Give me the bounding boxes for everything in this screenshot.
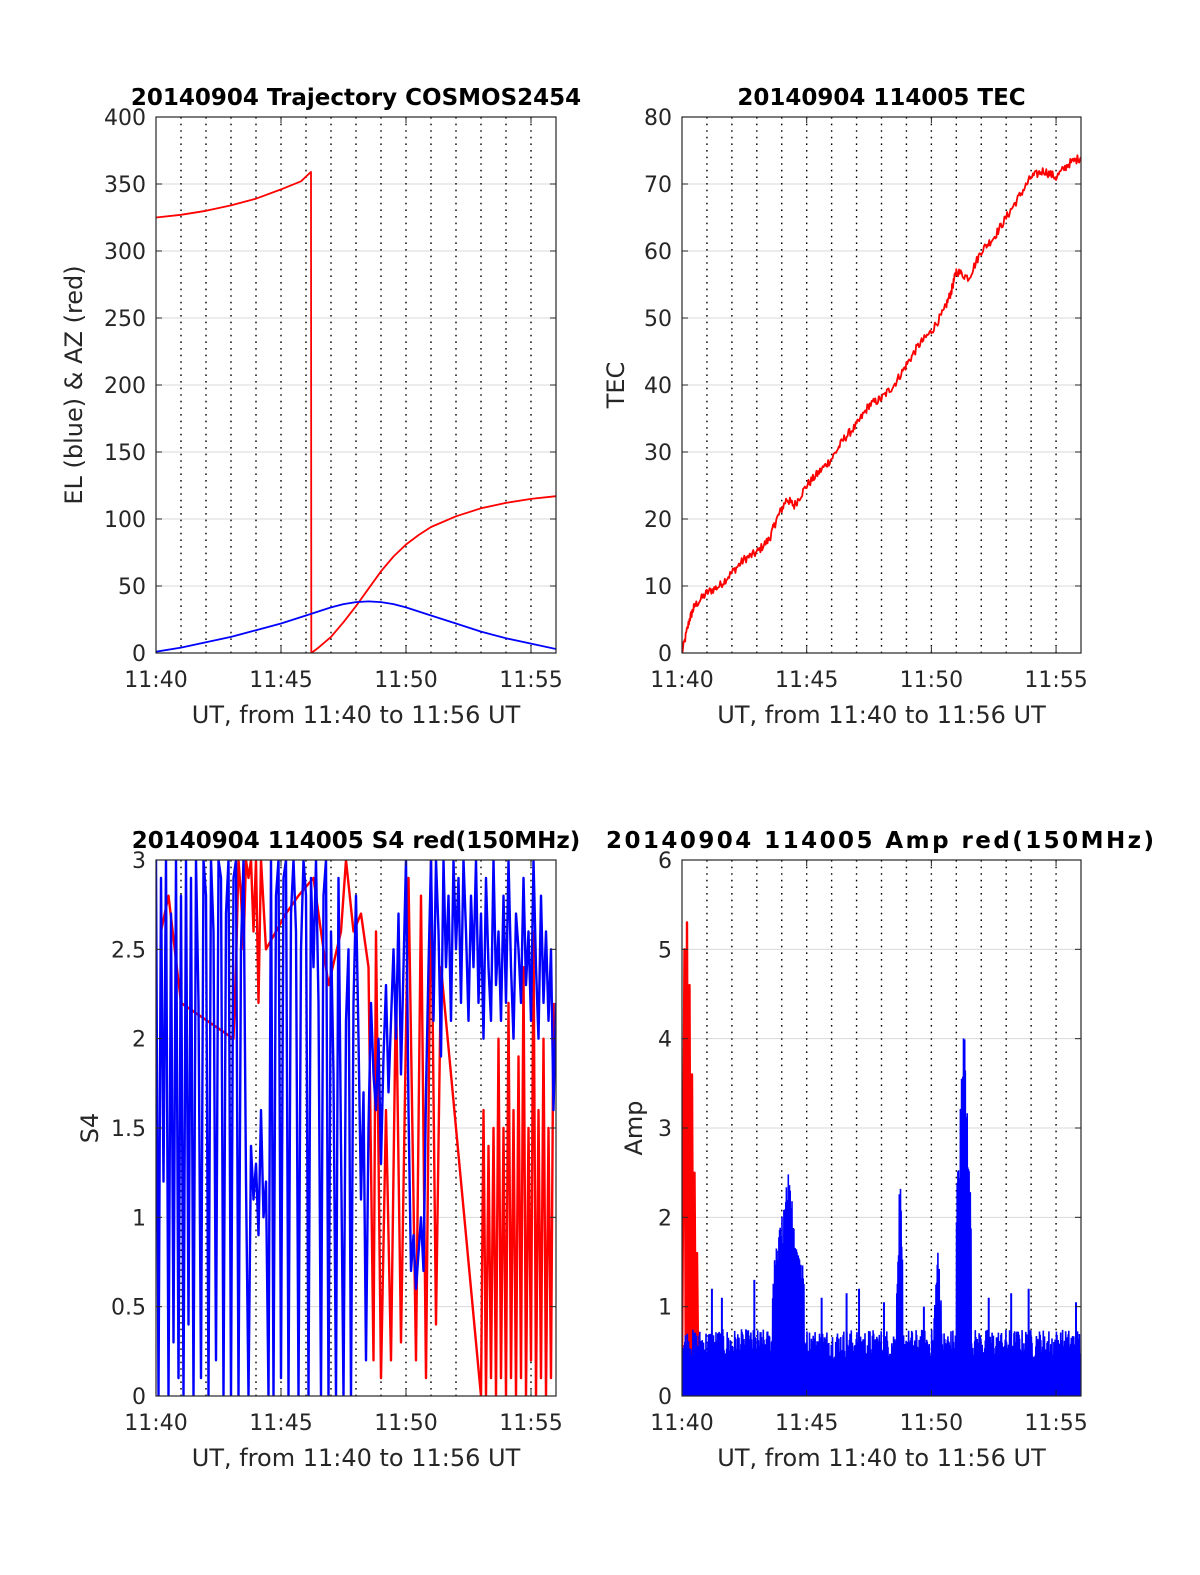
chart-title: 20140904 Trajectory COSMOS2454 — [131, 85, 581, 111]
x-axis-label: UT, from 11:40 to 11:56 UT — [717, 1444, 1046, 1472]
y-axis-label: TEC — [602, 362, 630, 410]
y-tick-label: 4 — [658, 1028, 672, 1053]
y-tick-label: 60 — [644, 240, 672, 265]
x-tick-label: 11:45 — [249, 668, 312, 693]
x-tick-label: 11:55 — [499, 1411, 562, 1436]
series-el — [156, 600, 556, 653]
y-tick-label: 80 — [644, 106, 672, 131]
x-tick-label: 11:45 — [775, 668, 838, 693]
y-axis-label: EL (blue) & AZ (red) — [60, 265, 88, 504]
y-tick-label: 6 — [658, 849, 672, 874]
series-az — [156, 170, 556, 653]
y-tick-label: 40 — [644, 374, 672, 399]
x-tick-label: 11:40 — [650, 668, 713, 693]
x-axis-label: UT, from 11:40 to 11:56 UT — [192, 701, 521, 729]
x-tick-label: 11:50 — [374, 668, 437, 693]
x-tick-label: 11:55 — [1024, 1411, 1087, 1436]
chart-s4: 0 0.5 1 1.5 2 2.5 3 11:40 11:45 11:50 11:55 UT, fro… — [76, 828, 580, 1472]
y-tick-label: 350 — [104, 173, 146, 198]
x-tick-label: 11:55 — [499, 668, 562, 693]
x-tick-label: 11:45 — [775, 1411, 838, 1436]
chart-title: 20140904 114005 Amp red(150MHz) — [606, 828, 1154, 854]
y-tick-label: 1.5 — [111, 1117, 146, 1142]
x-tick-label: 11:50 — [374, 1411, 437, 1436]
chart-title: 20140904 114005 S4 red(150MHz) — [132, 828, 581, 854]
y-tick-label: 5 — [658, 938, 672, 963]
y-tick-label: 0 — [132, 1385, 146, 1410]
series-group — [682, 154, 1081, 653]
chart-title: 20140904 114005 TEC — [737, 85, 1025, 111]
y-tick-label: 0.5 — [111, 1296, 146, 1321]
y-tick-label: 30 — [644, 441, 672, 466]
y-tick-label: 200 — [104, 374, 146, 399]
series-amp-blue-noise — [682, 1038, 1081, 1396]
y-tick-label: 100 — [104, 508, 146, 533]
x-tick-label: 11:50 — [900, 1411, 963, 1436]
x-tick-label: 11:45 — [249, 1411, 312, 1436]
x-tick-label: 11:40 — [650, 1411, 713, 1436]
x-tick-label: 11:50 — [900, 668, 963, 693]
y-tick-label: 1 — [132, 1206, 146, 1231]
y-tick-label: 400 — [104, 106, 146, 131]
series-group — [156, 860, 556, 1396]
chart-tec: 0 10 20 30 40 50 60 70 80 11:40 11:45 11:50 11:55 UT,… — [602, 85, 1088, 729]
y-tick-label: 2 — [658, 1206, 672, 1231]
chart-amp: 0 1 2 3 4 5 6 11:40 11:45 11:50 11:55 UT, from 11:4… — [606, 828, 1154, 1472]
series-s4-blue — [156, 860, 556, 1396]
y-tick-label: 0 — [658, 642, 672, 667]
y-axis-label: Amp — [620, 1100, 648, 1155]
x-tick-label: 11:40 — [124, 1411, 187, 1436]
y-tick-label: 70 — [644, 173, 672, 198]
y-tick-label: 10 — [644, 575, 672, 600]
y-tick-label: 300 — [104, 240, 146, 265]
series-s4-red — [159, 860, 555, 1396]
series-amp-red — [682, 921, 700, 1379]
y-tick-label: 0 — [132, 642, 146, 667]
y-tick-label: 3 — [658, 1117, 672, 1142]
y-tick-label: 3 — [132, 849, 146, 874]
y-tick-label: 2.5 — [111, 938, 146, 963]
series-tec — [682, 154, 1081, 653]
x-tick-label: 11:55 — [1024, 668, 1087, 693]
y-tick-label: 50 — [644, 307, 672, 332]
y-tick-label: 2 — [132, 1028, 146, 1053]
x-axis-label: UT, from 11:40 to 11:56 UT — [192, 1444, 521, 1472]
y-tick-label: 50 — [118, 575, 146, 600]
y-axis-label: S4 — [76, 1113, 104, 1144]
series-group — [682, 921, 1081, 1396]
y-tick-label: 250 — [104, 307, 146, 332]
y-tick-label: 20 — [644, 508, 672, 533]
x-tick-label: 11:40 — [124, 668, 187, 693]
y-tick-label: 1 — [658, 1296, 672, 1321]
chart-trajectory: 0 50 100 150 200 250 300 350 400 11:40 11:45 11:50 1… — [60, 85, 581, 729]
y-tick-label: 0 — [658, 1385, 672, 1410]
series-group — [156, 170, 556, 653]
y-tick-label: 150 — [104, 441, 146, 466]
x-axis-label: UT, from 11:40 to 11:56 UT — [717, 701, 1046, 729]
